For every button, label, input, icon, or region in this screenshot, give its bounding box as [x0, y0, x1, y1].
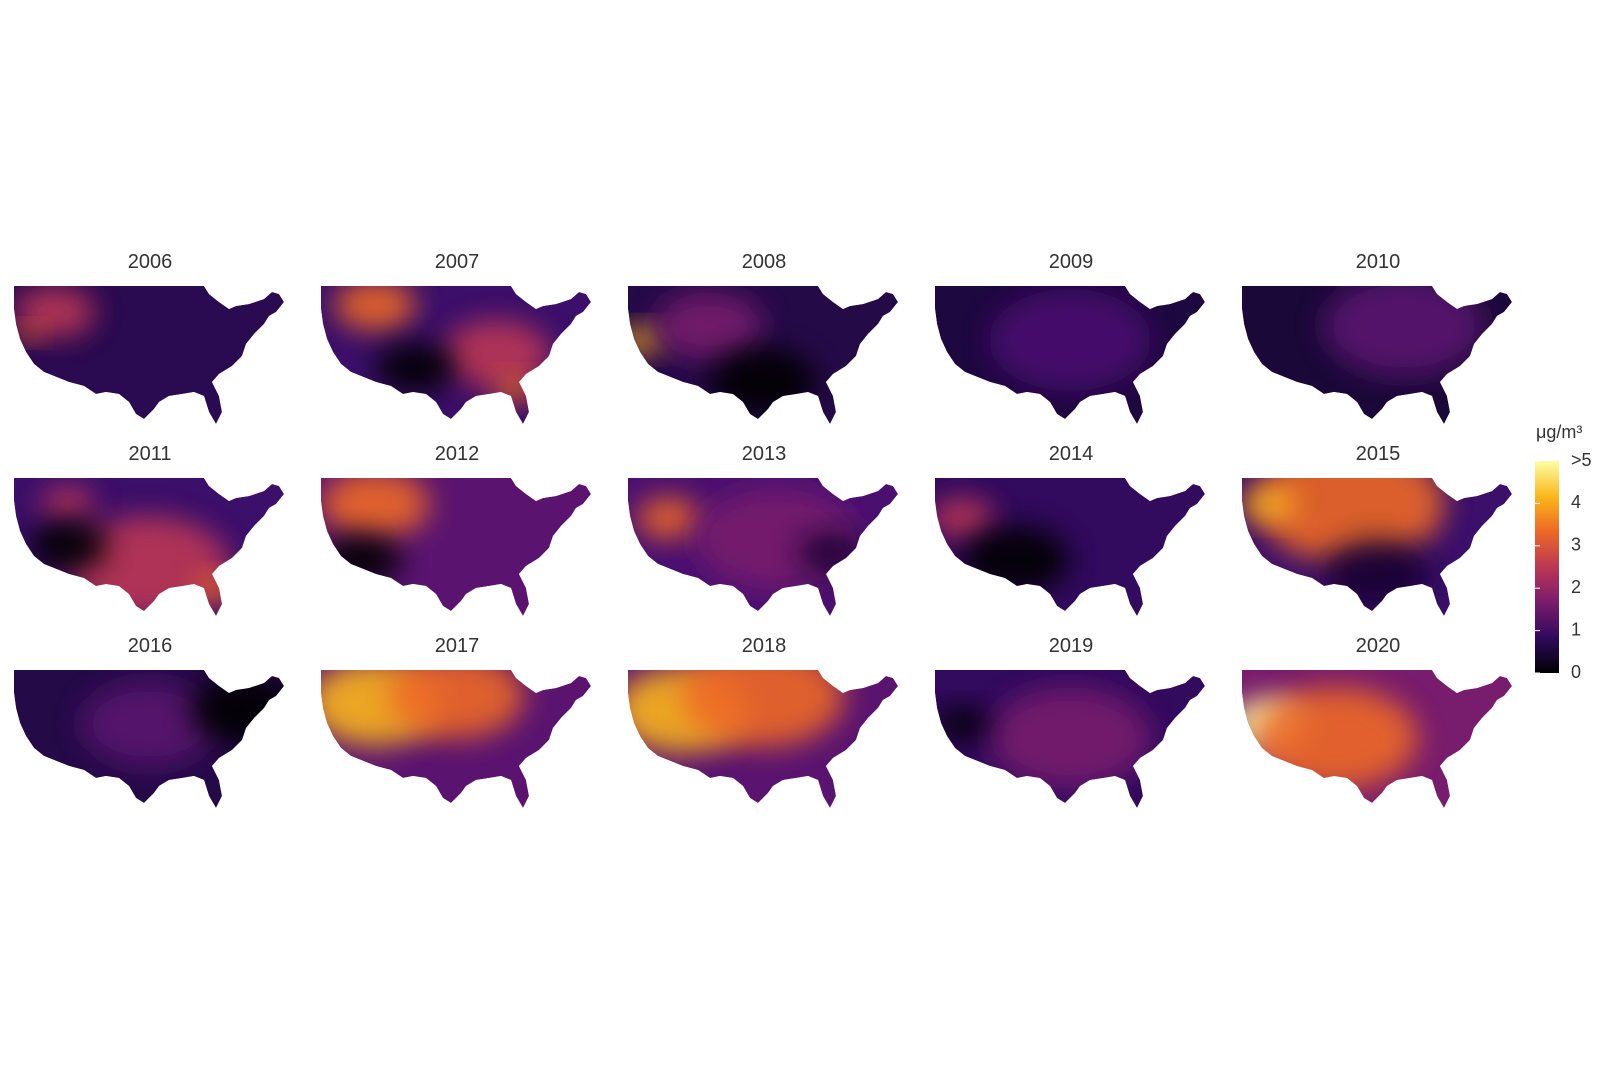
map — [628, 670, 898, 808]
hotspot — [14, 324, 41, 342]
map-base — [935, 478, 1205, 616]
map — [321, 478, 591, 616]
hotspot — [962, 526, 1070, 594]
tick-label: 0 — [1571, 662, 1581, 682]
colorbar — [1535, 461, 1559, 673]
map — [14, 286, 284, 424]
panel-title: 2008 — [742, 251, 787, 273]
hotspot — [375, 342, 456, 394]
map — [14, 670, 284, 808]
panel-title: 2006 — [128, 251, 173, 273]
map — [321, 670, 591, 808]
panel-title: 2019 — [1049, 635, 1094, 657]
hotspot — [709, 348, 817, 416]
map — [321, 286, 591, 424]
tick-label: 4 — [1571, 492, 1581, 512]
hotspot — [1323, 540, 1431, 608]
panel-title: 2017 — [435, 635, 480, 657]
hotspot — [41, 487, 95, 521]
hotspot — [81, 681, 217, 767]
panel-title: 2020 — [1356, 635, 1401, 657]
hotspot — [1255, 687, 1418, 789]
hotspot — [194, 574, 239, 602]
map — [628, 286, 898, 424]
panel-title: 2009 — [1049, 251, 1094, 273]
map — [14, 478, 284, 616]
hotspot — [388, 670, 524, 739]
panel-title: 2013 — [742, 443, 787, 465]
hotspot — [1242, 487, 1296, 521]
hotspot — [935, 497, 995, 539]
map — [935, 286, 1205, 424]
map — [628, 478, 898, 616]
hotspot — [989, 687, 1151, 789]
panel-title: 2014 — [1049, 443, 1094, 465]
map — [1242, 286, 1512, 424]
hotspot — [655, 292, 763, 360]
hotspot — [1323, 286, 1485, 377]
map — [1242, 670, 1512, 808]
tick-label: 3 — [1571, 535, 1581, 555]
panel-title: 2015 — [1356, 443, 1401, 465]
map — [935, 670, 1205, 808]
legend: μg/m³ 0 1 2 3 4 >5 — [1535, 422, 1592, 682]
hotspot — [493, 375, 537, 403]
hotspot — [321, 534, 402, 586]
hotspot — [989, 289, 1151, 391]
hotspot — [334, 286, 416, 331]
hotspot — [27, 520, 109, 572]
legend-title: μg/m³ — [1536, 422, 1582, 442]
hotspot — [1255, 478, 1445, 564]
hotspot — [442, 320, 551, 388]
panel-title: 2016 — [128, 635, 173, 657]
panel-title: 2007 — [435, 251, 480, 273]
panel-title: 2018 — [742, 635, 787, 657]
panel-title: 2012 — [435, 443, 480, 465]
hotspot — [798, 532, 863, 574]
hotspot — [189, 676, 284, 744]
hotspot — [636, 497, 701, 539]
hotspot — [682, 670, 844, 747]
map — [1242, 478, 1512, 616]
tick-label: 1 — [1571, 619, 1581, 639]
panel-title: 2010 — [1356, 251, 1401, 273]
tick-label: >5 — [1571, 450, 1592, 470]
hotspot — [935, 707, 989, 741]
panels: 2006 2007 2008 2009 2010 2011 2012 2013 2014 2015… — [14, 251, 1512, 808]
panel-title: 2011 — [128, 443, 171, 465]
tick-label: 2 — [1571, 577, 1581, 597]
hotspot — [14, 286, 95, 338]
hotspot — [321, 478, 429, 538]
map — [935, 478, 1205, 616]
